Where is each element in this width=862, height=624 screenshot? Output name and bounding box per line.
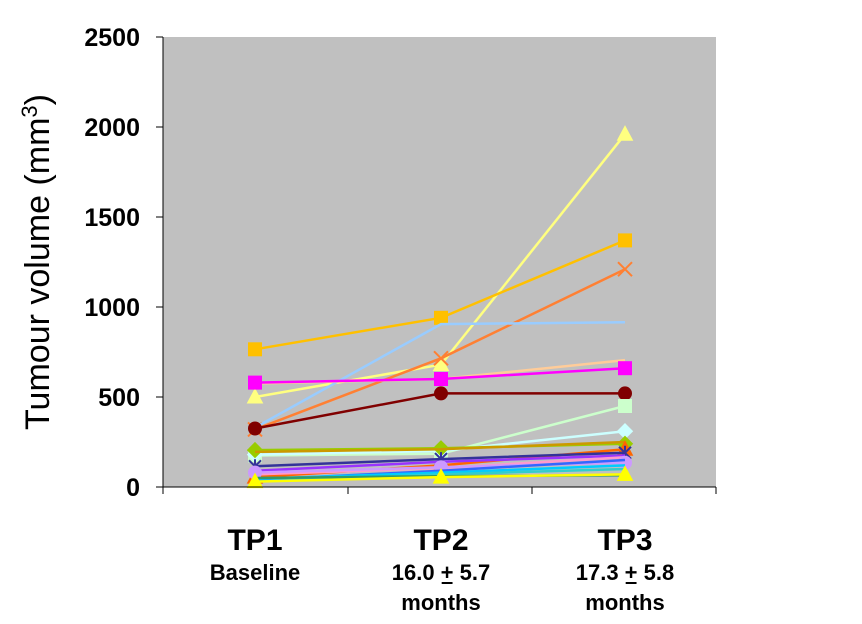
plot-area — [163, 37, 716, 487]
data-point — [618, 361, 632, 376]
data-point — [433, 350, 449, 367]
data-point — [246, 472, 264, 489]
x-category-sublabel: 17.3 + 5.8 — [576, 560, 674, 585]
series-line — [254, 440, 626, 454]
x-category-label: TP2 — [413, 524, 468, 557]
data-point — [616, 465, 634, 481]
series-s21 — [246, 465, 634, 489]
data-point — [434, 372, 448, 386]
series-s4 — [254, 321, 626, 429]
y-tick-label: 2000 — [84, 114, 140, 142]
y-tick-label: 2500 — [84, 24, 140, 52]
x-category-sublabel: Baseline — [210, 560, 301, 585]
x-category-label: TP1 — [227, 524, 282, 557]
axis-layer: 0 500 1000 1500 2000 2500 TP1 Baseline TP2 16.0 +… — [84, 24, 717, 615]
data-point — [246, 387, 264, 404]
data-point — [618, 386, 632, 401]
series-layer — [246, 125, 634, 489]
data-point — [432, 355, 450, 372]
data-point — [434, 386, 448, 401]
data-point — [248, 375, 262, 390]
series-s7 — [248, 386, 632, 436]
data-point — [248, 421, 262, 436]
series-s1 — [246, 125, 634, 404]
data-point — [616, 125, 634, 141]
y-tick-label: 1500 — [84, 204, 140, 232]
data-point — [246, 441, 264, 459]
data-point — [432, 468, 450, 484]
data-point — [617, 261, 633, 277]
data-point — [248, 342, 262, 357]
x-category-sublabel: months — [401, 590, 480, 615]
data-point — [434, 310, 448, 325]
x-category-label: TP3 — [597, 524, 652, 557]
y-tick-label: 1000 — [84, 294, 140, 322]
series-s11 — [254, 440, 626, 454]
series-s6 — [248, 361, 632, 390]
data-point — [618, 399, 632, 413]
x-category-sublabel: months — [585, 590, 664, 615]
y-tick-label: 500 — [98, 384, 140, 412]
data-point — [618, 233, 632, 248]
series-line — [254, 321, 626, 429]
x-category-sublabel: 16.0 + 5.7 — [392, 560, 490, 585]
y-tick-label: 0 — [126, 474, 140, 502]
y-axis-label: Tumour volume (mm3) — [17, 94, 57, 430]
